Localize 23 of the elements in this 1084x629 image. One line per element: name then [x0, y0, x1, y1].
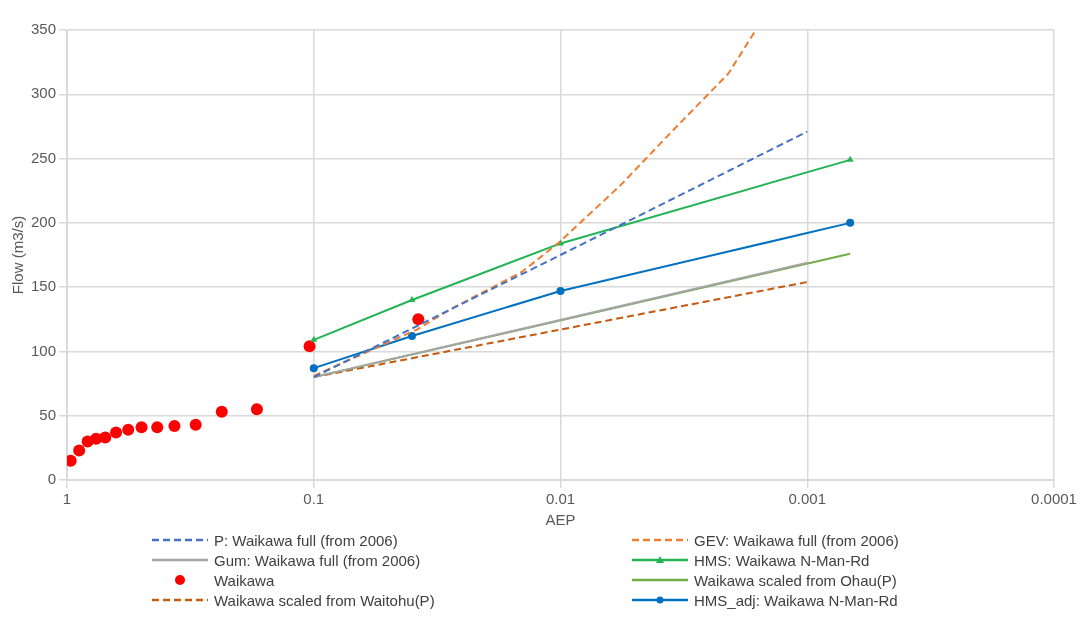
- legend-label: GEV: Waikawa full (from 2006): [694, 531, 899, 549]
- y-tick-label: 350: [31, 20, 57, 38]
- legend-label: P: Waikawa full (from 2006): [214, 531, 398, 549]
- y-tick-label: 300: [31, 84, 57, 102]
- legend-label: Waikawa scaled from Ohau(P): [694, 571, 897, 589]
- x-tick-label: 0.001: [788, 490, 827, 508]
- legend-label: HMS: Waikawa N-Man-Rd: [694, 551, 870, 569]
- y-tick-label: 50: [39, 405, 57, 423]
- y-tick-label: 200: [31, 213, 57, 230]
- y-tick-label: 250: [31, 148, 57, 166]
- y-tick-label: 0: [47, 470, 57, 488]
- y-axis-title: Flow (m3/s): [9, 215, 27, 295]
- x-axis-title: AEP: [545, 511, 576, 529]
- y-tick-label: 150: [31, 277, 57, 295]
- x-tick-label: 0.01: [545, 490, 576, 508]
- legend-label: Waikawa scaled from Waitohu(P): [214, 591, 435, 609]
- x-tick-label: 0.1: [303, 490, 325, 508]
- x-tick-label: 1: [62, 490, 72, 508]
- y-tick-label: 100: [31, 341, 57, 359]
- x-tick-label: 0.0001: [1031, 490, 1077, 508]
- legend-label: Gum: Waikawa full (from 2006): [214, 551, 421, 569]
- legend-label: HMS_adj: Waikawa N-Man-Rd: [694, 591, 898, 609]
- legend-label: Waikawa: [214, 571, 275, 589]
